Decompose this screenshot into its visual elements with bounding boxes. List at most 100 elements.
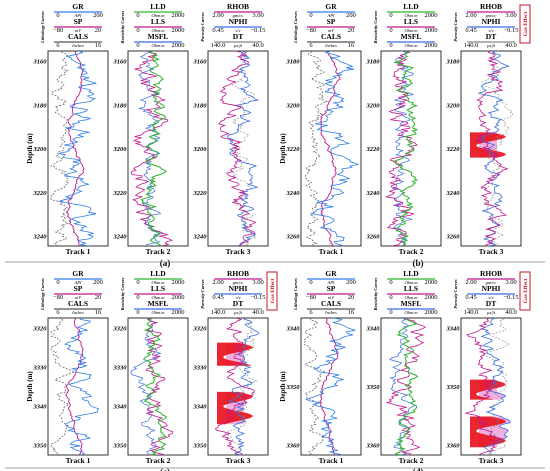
header-max: 40.0 [505,42,516,49]
header-title: CALS [321,32,341,41]
header-max: 20 [348,294,355,301]
header-min: −80 [53,27,63,34]
gas-effect-label: Gas Effect [523,12,529,37]
gas-effect-box [519,271,531,311]
depth-tick-label: 3200 [446,102,461,109]
header-max: 2000 [172,279,185,286]
header-title: NPHI [229,17,248,26]
header-title: LLS [404,17,418,26]
track-label-1: Track 1 [319,247,344,256]
header-title: DT [233,299,243,308]
panel-d: GR 0 API 200 SP −80 mV 20 CALS 6 Inches 16 LLD 0 Ohm.m… [279,269,531,471]
header-min: 0 [389,279,392,286]
header-min: −80 [53,294,63,301]
header-max: 16 [348,42,355,49]
header-max: 2000 [425,294,438,301]
header-min: 0 [56,12,59,19]
header-max: 2000 [425,42,438,49]
msfl-curve [389,317,415,456]
header-min: 0 [389,294,392,301]
header-min: 0.45 [465,294,476,301]
dt-curve [231,50,257,247]
lld-curve [392,50,419,247]
header-unit: v/v [235,28,240,33]
header-title: MSFL [401,299,422,308]
header-max: 40.0 [505,309,516,316]
track-side-label: Porosity Curves [200,12,205,42]
track1-frame [47,317,109,456]
depth-tick-label: 3180 [286,59,301,66]
header-min: 0 [309,279,312,286]
header-max: −0.15 [250,27,265,34]
track-side-label: Lithology Curves [293,11,298,44]
header-unit: Ohm.m [404,310,418,315]
header-unit: gm/cc [233,280,244,285]
lld-curve [140,50,167,247]
depth-tick-label: 3180 [33,102,48,109]
header-min: 0 [136,279,139,286]
header-unit: gm/cc [486,13,497,18]
track-label-1: Track 1 [66,247,91,256]
depth-tick-label: 3220 [33,190,48,197]
track1-frame [47,50,109,247]
header-min: 0 [136,294,139,301]
depth-axis-label: Depth (m) [26,371,34,402]
header-unit: Ohm.m [151,310,165,315]
track-side-label: Porosity Curves [453,279,458,309]
header-min: 6 [309,42,313,49]
depth-tick-label: 3350 [113,443,128,450]
header-max: 16 [95,42,102,49]
header-unit: Ohm.m [404,13,418,18]
header-max: 16 [95,309,102,316]
track-side-label: Porosity Curves [453,12,458,42]
header-max: 200 [346,12,356,19]
header-title: LLD [150,2,166,11]
header-unit: mV [328,295,335,300]
cals-curve [50,50,70,247]
header-title: MSFL [401,32,422,41]
header-max: 2000 [172,27,185,34]
lls-curve [384,50,419,247]
lld-curve [143,317,168,456]
depth-tick-label: 3240 [286,190,301,197]
track-label-2: Track 2 [399,456,424,465]
depth-tick-label: 3180 [366,59,381,66]
panel-c: GR 0 API 200 SP −80 mV 20 CALS 6 Inches 16 LLD 0 Ohm.m… [26,269,278,471]
depth-tick-label: 3220 [366,146,381,153]
depth-tick-label: 3160 [193,59,208,66]
header-title: LLD [403,2,419,11]
header-min: 0.45 [212,27,223,34]
track-side-label: Lithology Curves [293,278,298,311]
track3-header: RHOB 2.00 gm/cc 3.00 NPHI 0.45 v/v −0.15 DT 140.0… [211,269,266,316]
msfl-curve [138,50,164,247]
track-label-1: Track 1 [319,456,344,465]
header-max: 2000 [425,27,438,34]
panel-caption: (d) [413,467,424,471]
track1-header: GR 0 API 200 SP −80 mV 20 CALS 6 Inches 16 [306,2,356,49]
lls-curve [145,317,174,456]
header-unit: Ohm.m [151,43,165,48]
header-title: SP [327,17,336,26]
depth-tick-label: 3200 [286,102,301,109]
depth-tick-label: 3350 [193,443,208,450]
depth-tick-label: 3350 [446,384,461,391]
header-title: SP [74,284,83,293]
header-min: 0 [56,279,59,286]
header-title: CALS [68,299,88,308]
msfl-curve [130,317,162,456]
header-max: −0.15 [503,27,518,34]
header-min: 0 [136,12,139,19]
depth-axis-label: Depth (m) [279,371,287,402]
header-max: 20 [348,27,355,34]
gas-effect-box [519,4,531,44]
header-title: LLD [150,269,166,278]
panel-a: GR 0 API 200 SP −80 mV 20 CALS 6 Inches 16 LLD 0 Ohm.m… [26,2,269,268]
rhob-curve [474,50,509,247]
track-side-label: Resistivity Curves [373,10,378,43]
depth-tick-label: 3200 [33,146,48,153]
depth-tick-label: 3330 [113,365,128,372]
cals-curve [50,317,76,456]
header-title: CALS [321,299,341,308]
